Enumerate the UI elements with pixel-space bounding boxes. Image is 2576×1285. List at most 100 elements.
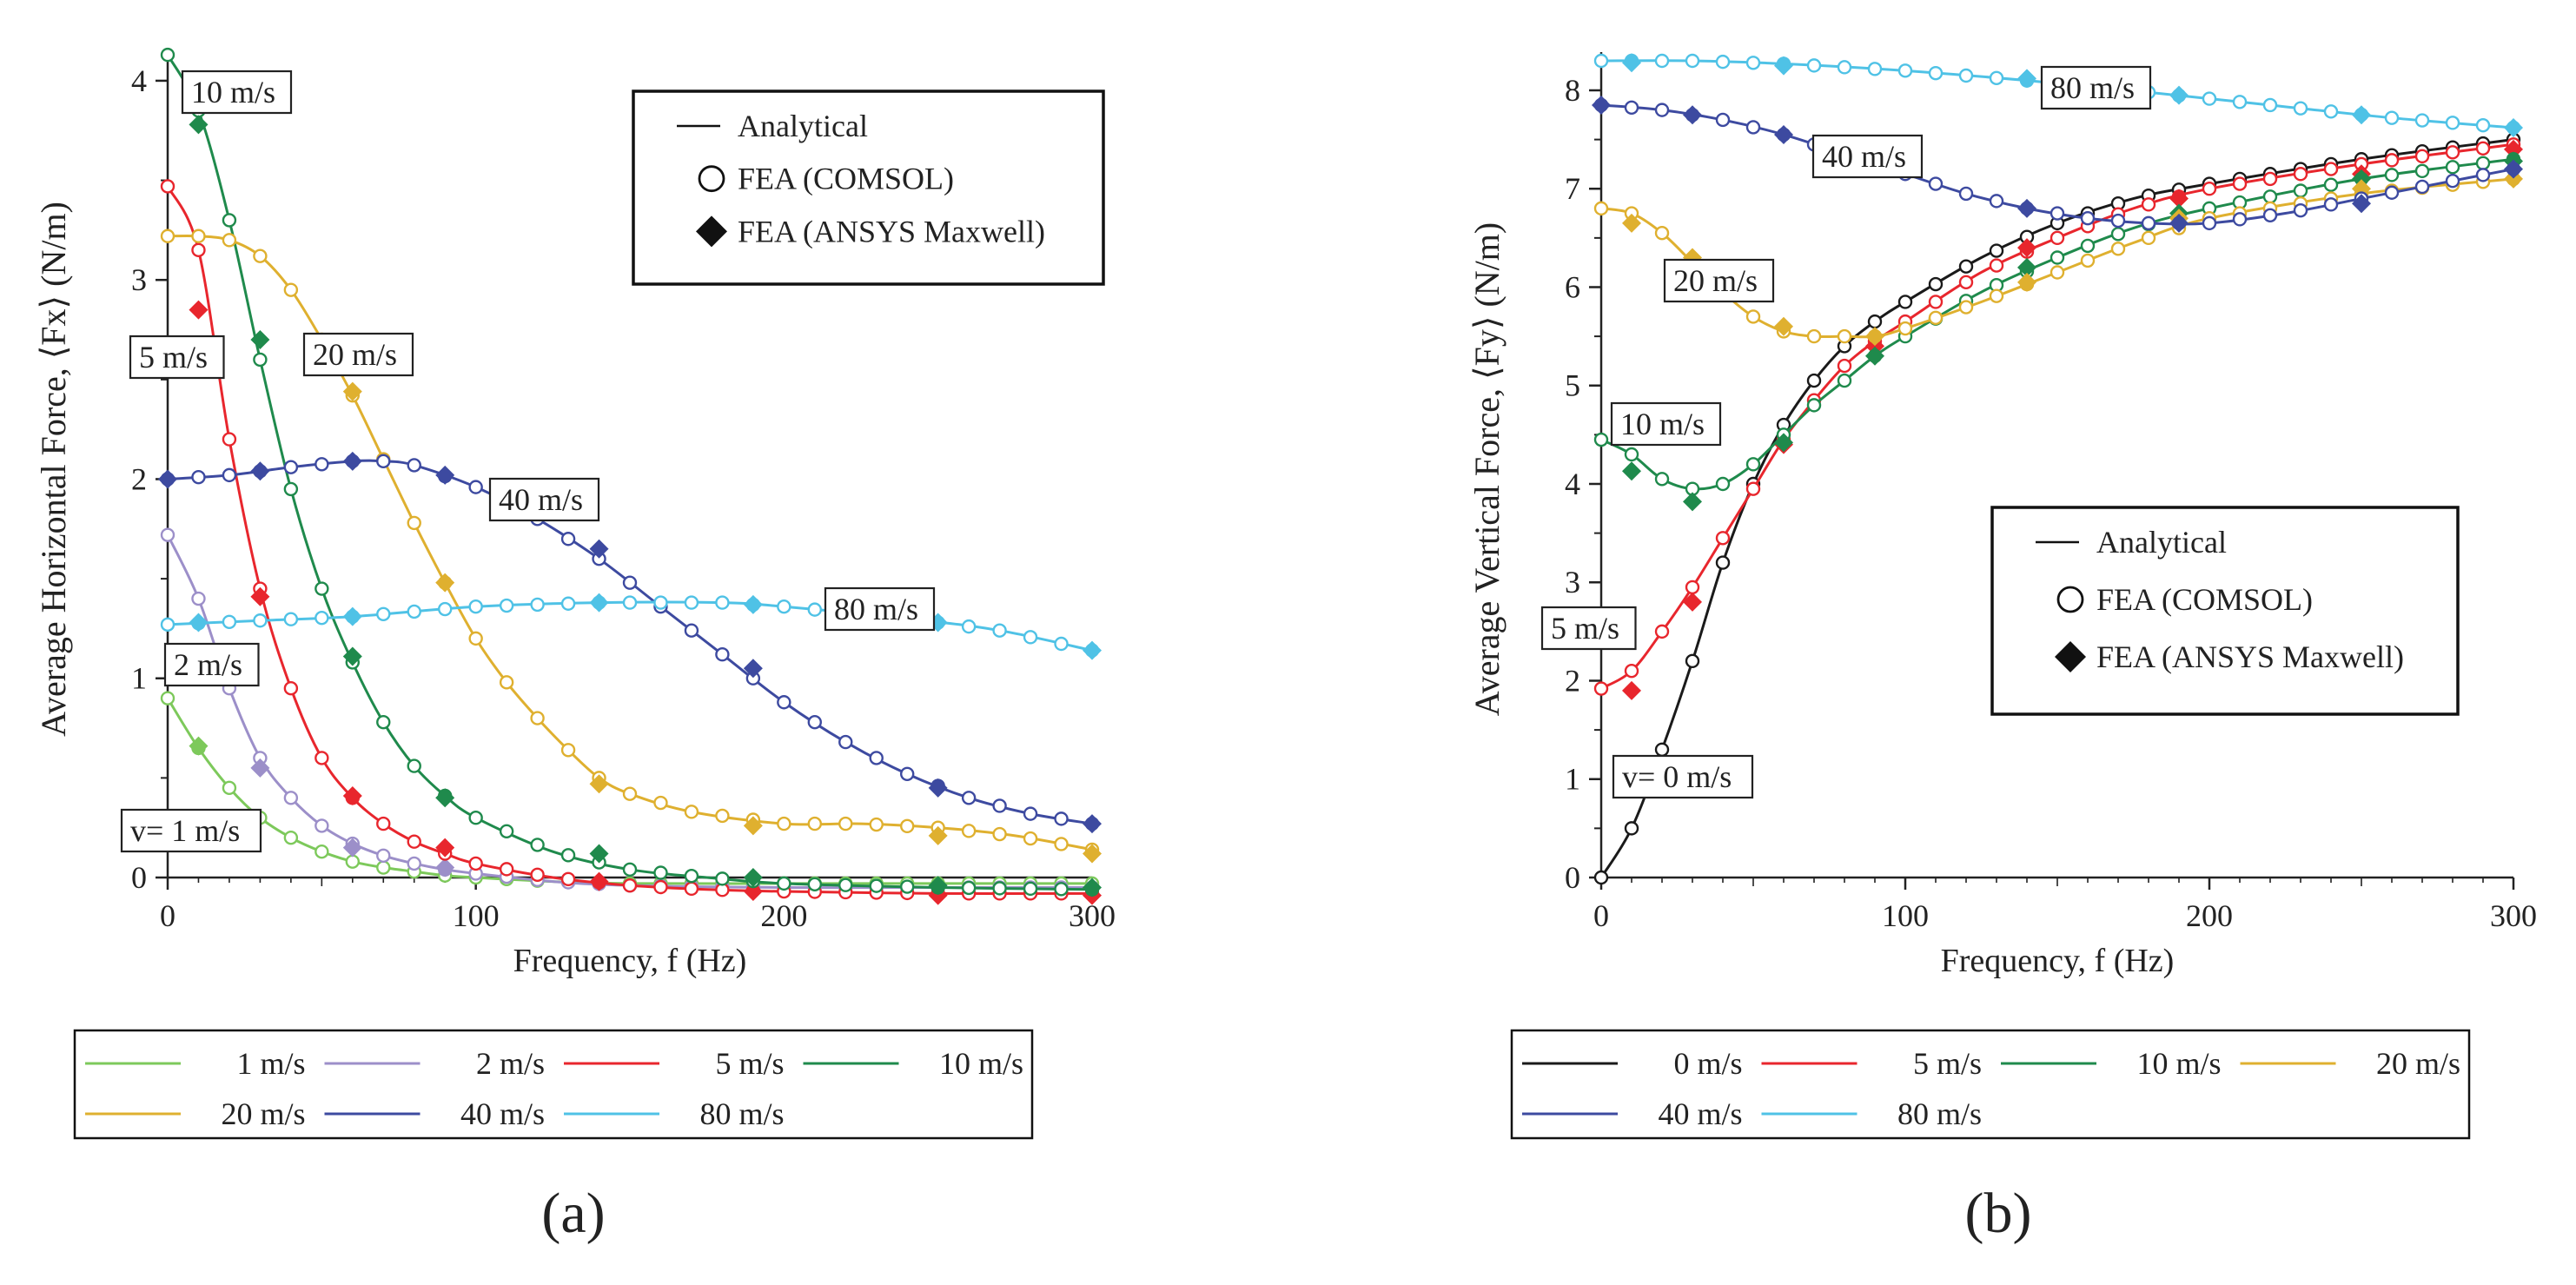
y-tick-label: 6 <box>1565 269 1580 304</box>
series-label-box <box>302 332 414 377</box>
marker-legend-label: FEA (COMSOL) <box>2096 582 2313 617</box>
comsol-point <box>777 816 791 831</box>
series-label-text: 5 m/s <box>1551 611 1619 646</box>
comsol-point <box>2141 230 2156 246</box>
comsol-point <box>2232 176 2248 191</box>
comsol-point <box>684 805 699 819</box>
ansys-point <box>2017 238 2036 258</box>
comsol-point <box>2293 167 2308 182</box>
comsol-point <box>560 596 576 611</box>
analytical-line <box>167 459 1093 825</box>
y-tick-label: 5 <box>1565 368 1580 403</box>
series-label: 20 m/s <box>1663 258 1775 303</box>
ansys-point <box>2352 105 2371 125</box>
series-label-box <box>181 70 293 115</box>
y-tick-label: 1 <box>131 661 147 696</box>
comsol-point <box>2080 238 2096 254</box>
comsol-point <box>1715 555 1731 570</box>
comsol-point <box>222 432 237 447</box>
comsol-point <box>468 631 483 646</box>
comsol-point <box>283 282 299 297</box>
comsol-point <box>191 591 206 606</box>
comsol-point <box>407 515 421 531</box>
comsol-point <box>2110 213 2126 229</box>
series-label-text: v= 1 m/s <box>130 813 240 848</box>
bottom-legend: 1 m/s 2 m/s 5 m/s 10 m/s 20 m/s 40 m/s 80 m/s <box>73 1029 1034 1140</box>
panel-b: 0 1 2 3 4 5 6 7 8 0 100 200 300 Frequency, f (Hz) Aver… <box>1467 52 2537 1140</box>
comsol-point <box>684 623 699 638</box>
comsol-point <box>530 838 545 852</box>
comsol-point <box>1654 624 1670 639</box>
ansys-point <box>2017 257 2036 277</box>
comsol-point <box>1593 53 1609 69</box>
comsol-point <box>376 860 391 875</box>
comsol-point <box>1928 295 1944 309</box>
series-label-box <box>2040 65 2152 110</box>
marker-legend-label: FEA (COMSOL) <box>738 162 954 196</box>
bottom-legend-label: 5 m/s <box>715 1046 784 1081</box>
bottom-legend-label: 80 m/s <box>1897 1096 1982 1131</box>
ansys-point <box>1774 124 1793 144</box>
comsol-point <box>1593 870 1609 885</box>
comsol-point <box>838 816 853 831</box>
ansys-point <box>435 858 455 878</box>
comsol-point <box>899 879 915 894</box>
ansys-point <box>250 461 270 481</box>
bottom-legend-label: 20 m/s <box>221 1096 305 1131</box>
comsol-point <box>2445 116 2460 130</box>
comsol-point <box>2384 185 2400 200</box>
comsol-point <box>622 878 638 893</box>
series-label-text: 10 m/s <box>1620 407 1705 441</box>
comsol-point <box>838 878 853 892</box>
comsol-point <box>2414 113 2430 128</box>
comsol-point <box>899 818 915 834</box>
comsol-point <box>283 460 299 474</box>
comsol-point <box>1685 653 1700 669</box>
comsol-point <box>253 352 268 368</box>
marker-legend-label: FEA (ANSYS Maxwell) <box>2096 639 2404 674</box>
x-axis-label: Frequency, f (Hz) <box>513 943 747 979</box>
comsol-point <box>407 856 421 871</box>
series-label: 10 m/s <box>1610 401 1722 447</box>
series-label-text: 40 m/s <box>499 482 583 517</box>
comsol-point <box>1023 881 1038 897</box>
series-label-text: 20 m/s <box>313 337 397 372</box>
x-tick-label: 100 <box>1882 898 1929 933</box>
y-tick-label: 2 <box>1565 663 1580 698</box>
comsol-point <box>1745 120 1761 135</box>
ansys-point <box>1774 56 1793 76</box>
legend-diamond-symbol <box>696 215 727 248</box>
comsol-point <box>1715 112 1731 128</box>
comsol-point <box>684 595 699 610</box>
ansys-point <box>743 868 763 887</box>
comsol-point <box>2232 212 2248 227</box>
ansys-point <box>435 788 455 808</box>
comsol-point <box>560 848 576 863</box>
comsol-point <box>1989 70 2004 86</box>
comsol-point <box>2050 206 2065 221</box>
ansys-point <box>1622 213 1641 233</box>
y-axis-label: Average Horizontal Force, ⟨Fx⟩ (N/m) <box>34 202 73 737</box>
ansys-point <box>743 816 763 836</box>
comsol-point <box>530 867 545 882</box>
ansys-point <box>1683 492 1702 512</box>
comsol-point <box>622 575 638 590</box>
comsol-point <box>777 876 791 891</box>
comsol-point <box>315 581 329 596</box>
comsol-point <box>1837 60 1852 75</box>
bottom-legend-box <box>1510 1029 2471 1140</box>
comsol-point <box>2262 189 2278 204</box>
bottom-legend-label: 80 m/s <box>699 1096 784 1131</box>
comsol-point <box>653 595 668 610</box>
series-label-text: 40 m/s <box>1822 139 1906 174</box>
comsol-point <box>1023 831 1038 846</box>
ansys-point <box>1774 316 1793 336</box>
y-tick-label: 4 <box>131 63 147 98</box>
comsol-point <box>2475 117 2491 133</box>
series-label: 5 m/s <box>129 334 225 380</box>
comsol-point <box>715 595 730 610</box>
comsol-point <box>1745 309 1761 324</box>
bottom-legend: 0 m/s 5 m/s 10 m/s 20 m/s 40 m/s 80 m/s <box>1510 1029 2471 1140</box>
comsol-point <box>684 868 699 884</box>
